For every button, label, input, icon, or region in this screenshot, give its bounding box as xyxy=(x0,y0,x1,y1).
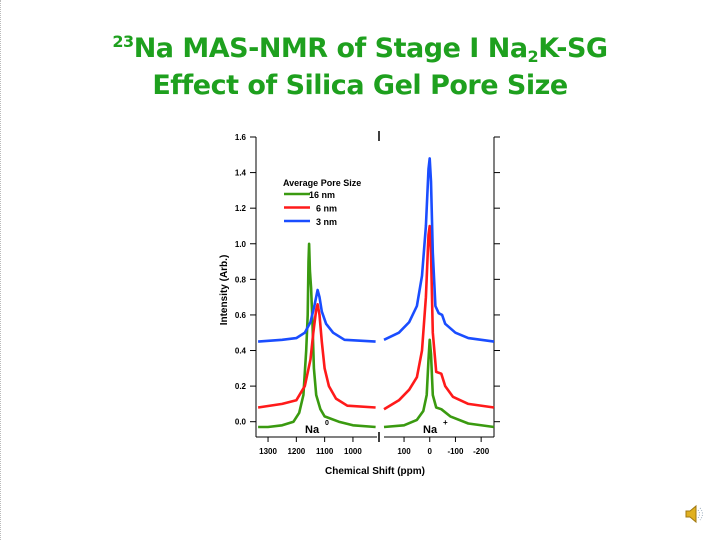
x-tick-label: -100 xyxy=(447,447,464,456)
series-line-16-nm xyxy=(258,242,376,429)
x-tick-label: 0 xyxy=(428,447,433,456)
series-line-3-nm xyxy=(258,288,376,343)
slide-title: 23Na MAS-NMR of Stage I Na2K-SG xyxy=(0,32,720,66)
legend-label: 16 nm xyxy=(309,190,335,200)
title-main: Na MAS-NMR of Stage I Na xyxy=(133,33,528,64)
legend-title: Average Pore Size xyxy=(283,178,361,188)
annotation-na-plus: Na xyxy=(423,424,438,436)
x-tick-label: 1300 xyxy=(259,447,277,456)
y-tick-label: 0.4 xyxy=(235,347,247,356)
series-line-3-nm xyxy=(383,157,495,343)
y-tick-label: 0.2 xyxy=(235,382,247,391)
annotation-na0: Na xyxy=(305,424,320,436)
title-end: K-SG xyxy=(538,33,608,64)
y-tick-label: 0.8 xyxy=(235,275,247,284)
x-tick-label: 1200 xyxy=(287,447,305,456)
y-tick-label: 1.4 xyxy=(235,169,247,178)
x-axis-label: Chemical Shift (ppm) xyxy=(325,466,425,477)
x-tick-label: 1100 xyxy=(316,447,334,456)
y-tick-label: 1.6 xyxy=(235,133,247,142)
slide-edge xyxy=(0,0,2,540)
y-tick-label: 0.0 xyxy=(235,418,247,427)
series-line-6-nm xyxy=(257,303,376,409)
y-tick-label: 0.6 xyxy=(235,311,247,320)
legend-label: 3 nm xyxy=(316,217,337,227)
annotation-na0-sup: 0 xyxy=(325,420,329,427)
y-tick-label: 1.2 xyxy=(235,204,247,213)
x-tick-label: 1000 xyxy=(344,447,362,456)
legend-label: 6 nm xyxy=(316,204,337,214)
slide-subtitle: Effect of Silica Gel Pore Size xyxy=(152,70,568,101)
annotation-na-plus-sup: + xyxy=(443,418,448,427)
y-tick-label: 1.0 xyxy=(235,240,247,249)
x-tick-label: -200 xyxy=(473,447,490,456)
speaker-icon[interactable] xyxy=(684,504,704,524)
x-tick-label: 100 xyxy=(397,447,411,456)
series-line-16-nm xyxy=(383,338,495,429)
title-superscript: 23 xyxy=(112,32,134,51)
series-line-6-nm xyxy=(383,224,495,411)
title-subscript: 2 xyxy=(527,47,539,66)
y-axis-label: Intensity (Arb.) xyxy=(219,255,230,326)
